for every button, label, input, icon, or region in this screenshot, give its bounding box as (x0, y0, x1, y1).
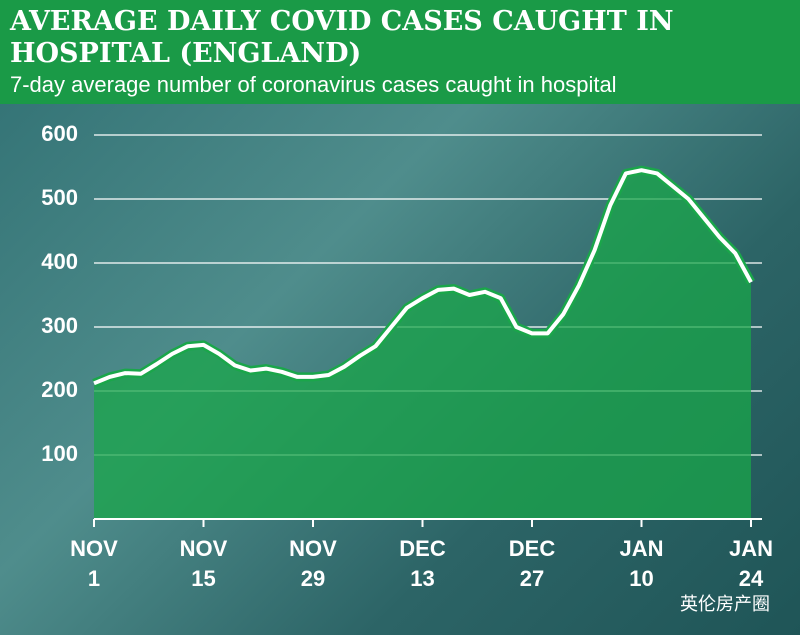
x-tick-label: NOV 29 (289, 536, 337, 591)
y-tick-label: 300 (41, 313, 78, 338)
x-tick-label: DEC 13 (399, 536, 446, 591)
x-tick-label: JAN 10 (619, 536, 664, 591)
chart-title: AVERAGE DAILY COVID CASES CAUGHT IN HOSP… (10, 6, 674, 69)
header (0, 0, 800, 104)
line (93, 168, 753, 386)
y-tick-label: 500 (41, 185, 78, 210)
y-tick-label: 200 (41, 377, 78, 402)
y-tick-label: 600 (41, 121, 78, 146)
area (94, 170, 751, 519)
watermark: 英伦房产圈 (680, 594, 770, 614)
x-tick-label: NOV 1 (70, 536, 118, 591)
x-tick-label: DEC 27 (508, 536, 556, 591)
chart-subtitle: 7-day average number of coronavirus case… (10, 72, 617, 97)
x-tick-label: JAN 24 (728, 536, 773, 591)
y-tick-label: 400 (41, 249, 78, 274)
x-tick-label: NOV 15 (179, 536, 228, 591)
y-tick-label: 100 (41, 441, 78, 466)
